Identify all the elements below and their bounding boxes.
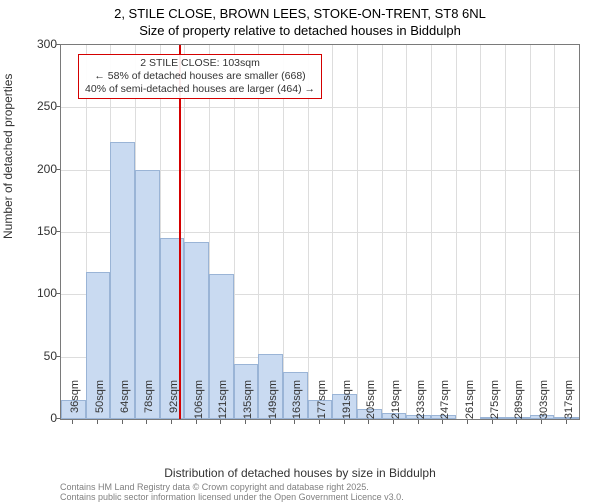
annotation-line-2: ← 58% of detached houses are smaller (66… (85, 70, 315, 83)
marker-line (179, 45, 181, 419)
annotation-box: 2 STILE CLOSE: 103sqm ← 58% of detached … (78, 54, 322, 99)
annotation-line-3: 40% of semi-detached houses are larger (… (85, 83, 315, 96)
grid-line-v (283, 45, 284, 419)
y-tick-mark (56, 418, 60, 419)
x-tick-label: 219sqm (390, 380, 402, 430)
y-tick-mark (56, 169, 60, 170)
y-tick-label: 250 (17, 99, 57, 113)
x-tick-mark (516, 420, 517, 424)
title-line-2: Size of property relative to detached ho… (0, 23, 600, 40)
x-tick-label: 191sqm (341, 380, 353, 430)
x-tick-mark (220, 420, 221, 424)
grid-line-v (234, 45, 235, 419)
x-tick-mark (393, 420, 394, 424)
grid-line-v (554, 45, 555, 419)
y-tick-mark (56, 106, 60, 107)
y-tick-mark (56, 293, 60, 294)
x-tick-label: 275sqm (489, 380, 501, 430)
x-tick-label: 163sqm (291, 380, 303, 430)
x-tick-label: 303sqm (538, 380, 550, 430)
x-tick-label: 205sqm (365, 380, 377, 430)
grid-line-v (406, 45, 407, 419)
x-tick-mark (566, 420, 567, 424)
x-tick-label: 261sqm (464, 380, 476, 430)
x-tick-mark (270, 420, 271, 424)
y-tick-label: 150 (17, 224, 57, 238)
x-tick-mark (72, 420, 73, 424)
footer-line-2: Contains public sector information licen… (60, 493, 404, 503)
y-tick-label: 0 (17, 411, 57, 425)
y-tick-mark (56, 44, 60, 45)
x-tick-mark (368, 420, 369, 424)
x-tick-mark (344, 420, 345, 424)
grid-line-v (357, 45, 358, 419)
x-tick-mark (294, 420, 295, 424)
x-tick-label: 106sqm (193, 380, 205, 430)
x-tick-mark (171, 420, 172, 424)
grid-line-v (431, 45, 432, 419)
grid-line-h (61, 107, 579, 108)
title-line-1: 2, STILE CLOSE, BROWN LEES, STOKE-ON-TRE… (0, 6, 600, 23)
x-tick-mark (492, 420, 493, 424)
x-tick-mark (467, 420, 468, 424)
y-tick-label: 200 (17, 162, 57, 176)
x-tick-mark (418, 420, 419, 424)
x-tick-label: 50sqm (94, 380, 106, 430)
x-tick-mark (146, 420, 147, 424)
y-tick-mark (56, 356, 60, 357)
grid-line-v (308, 45, 309, 419)
x-tick-label: 289sqm (513, 380, 525, 430)
x-tick-label: 64sqm (119, 380, 131, 430)
title-area: 2, STILE CLOSE, BROWN LEES, STOKE-ON-TRE… (0, 0, 600, 40)
plot-area (60, 44, 580, 420)
grid-line-v (505, 45, 506, 419)
y-tick-label: 100 (17, 286, 57, 300)
grid-line-v (382, 45, 383, 419)
histogram-bar (110, 142, 135, 419)
x-tick-label: 317sqm (563, 380, 575, 430)
x-tick-mark (97, 420, 98, 424)
x-tick-label: 92sqm (168, 380, 180, 430)
x-tick-label: 233sqm (415, 380, 427, 430)
grid-line-v (480, 45, 481, 419)
x-tick-label: 177sqm (316, 380, 328, 430)
x-tick-mark (442, 420, 443, 424)
x-tick-label: 247sqm (439, 380, 451, 430)
annotation-line-1: 2 STILE CLOSE: 103sqm (85, 57, 315, 70)
x-tick-label: 149sqm (267, 380, 279, 430)
y-tick-mark (56, 231, 60, 232)
y-tick-label: 300 (17, 37, 57, 51)
y-axis-label: Number of detached properties (1, 74, 15, 239)
y-tick-label: 50 (17, 349, 57, 363)
x-tick-label: 121sqm (217, 380, 229, 430)
x-tick-label: 78sqm (143, 380, 155, 430)
x-tick-mark (319, 420, 320, 424)
x-tick-mark (541, 420, 542, 424)
x-tick-mark (196, 420, 197, 424)
chart-container: 2, STILE CLOSE, BROWN LEES, STOKE-ON-TRE… (0, 0, 600, 500)
x-tick-label: 36sqm (69, 380, 81, 430)
x-tick-mark (122, 420, 123, 424)
x-tick-mark (245, 420, 246, 424)
grid-line-v (332, 45, 333, 419)
x-axis-label: Distribution of detached houses by size … (0, 466, 600, 480)
x-tick-label: 135sqm (242, 380, 254, 430)
grid-line-v (456, 45, 457, 419)
grid-line-v (530, 45, 531, 419)
